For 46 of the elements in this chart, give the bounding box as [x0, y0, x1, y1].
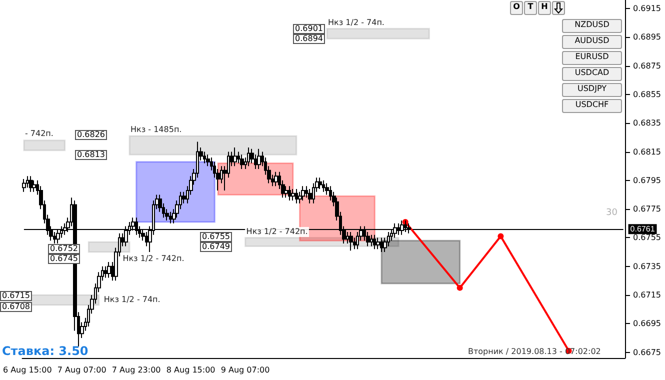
band-label: Нкз - 1485п. [130, 125, 183, 136]
y-tick-label: 0.6735 [633, 262, 661, 271]
annotation: 0.6708 [0, 302, 32, 312]
symbol-button: NZDUSD [562, 19, 622, 33]
toolbar-button: H [538, 1, 551, 15]
band-label: Нкз 1/2 - 742п. [245, 226, 309, 237]
symbol-button: USDJPY [562, 83, 622, 97]
y-tick-label: 0.6795 [633, 176, 661, 185]
band-label: Нкз 1/2 - 74п. [327, 18, 386, 28]
symbol-button: USDCAD [562, 67, 622, 81]
y-tick-label: 0.6775 [633, 204, 661, 214]
annotation: 30 [606, 208, 618, 218]
y-tick-label: 0.6695 [633, 319, 661, 328]
symbol-button: EURUSD [562, 51, 622, 65]
annotation: 0.6749 [200, 242, 232, 252]
toolbar-button: T [524, 1, 537, 15]
annotation: 0.6813 [75, 150, 107, 160]
x-tick-label: 7 Aug 23:00 [112, 366, 161, 374]
y-tick-label: 0.6715 [633, 290, 661, 300]
band-label: - 742п. [24, 129, 54, 140]
x-tick-label: 9 Aug 07:00 [220, 366, 270, 374]
y-tick-label: 0.6915 [633, 4, 661, 14]
ref-line-label: 0.6761 [630, 224, 656, 234]
symbol-button: AUDUSD [562, 35, 622, 49]
toolbar-button: O [510, 1, 523, 15]
annotation: 0.6752 [48, 244, 80, 254]
x-tick-label: 7 Aug 07:00 [57, 366, 106, 374]
band-label: Нкз 1/2 - 742п. [122, 254, 186, 264]
y-tick-label: 0.6875 [633, 61, 661, 70]
y-tick-label: 0.6755 [633, 233, 661, 242]
y-tick-label: 0.6895 [633, 32, 661, 42]
y-tick-label: 0.6835 [633, 118, 661, 128]
annotation: 0.6755 [200, 232, 232, 242]
x-tick-label: 6 Aug 15:00 [2, 366, 52, 374]
x-tick-label: 8 Aug 15:00 [166, 366, 216, 374]
annotation: 0.6826 [75, 130, 107, 140]
annotation: 0.6894 [293, 34, 325, 44]
y-tick-label: 0.6815 [633, 147, 661, 156]
annotation: Ставка: 3.50 [2, 344, 88, 358]
y-tick-label: 0.6855 [633, 90, 661, 100]
y-tick-label: 0.6675 [633, 348, 661, 357]
band-label: Нкз 1/2 - 74п. [102, 295, 162, 305]
annotation: 0.6745 [48, 254, 80, 264]
annotation: 0.6901 [293, 24, 325, 34]
symbol-button: USDCHF [562, 99, 622, 113]
annotation: 0.6715 [0, 291, 32, 301]
